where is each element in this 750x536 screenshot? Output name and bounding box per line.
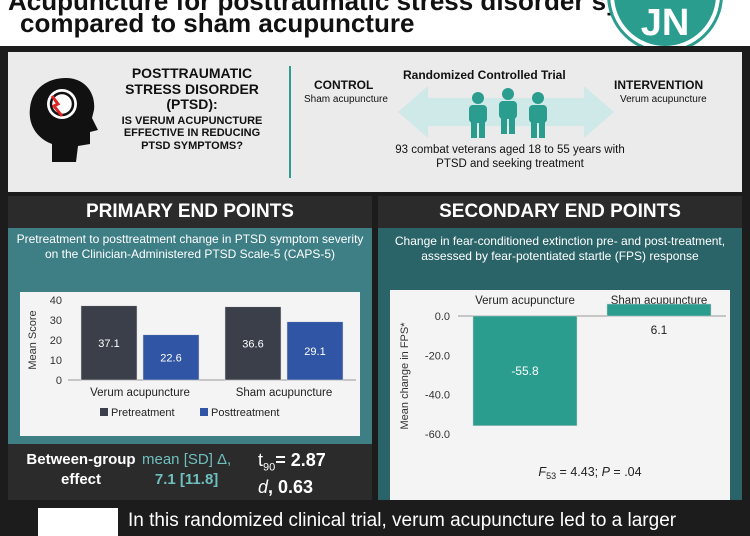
y-tick-label: 0 <box>56 375 62 387</box>
legend-label: Pretreatment <box>111 407 175 419</box>
x-tick-label: Sham acupuncture <box>236 387 333 399</box>
control-title: CONTROL <box>314 78 374 92</box>
x-tick-label: Verum acupuncture <box>90 387 190 399</box>
t-label: t <box>258 450 264 470</box>
statistic-part: F <box>538 465 547 479</box>
head-brain-icon <box>29 78 99 162</box>
intervention-subtitle: Verum acupuncture <box>620 94 707 105</box>
statistic-part: = .04 <box>610 465 642 479</box>
data-label: 37.1 <box>98 338 119 350</box>
secondary-description: Change in fear-conditioned extinction pr… <box>394 234 726 263</box>
bar <box>80 305 138 381</box>
y-tick-label: 20 <box>50 335 62 347</box>
statistic-label: F53 = 4.43; P = .04 <box>538 465 641 481</box>
logo-text: JN <box>640 2 690 44</box>
secondary-chart-area: 0.0 -20.0 -40.0 -60.0 Mean change in FPS* Ver… <box>390 290 730 500</box>
y-tick-label: 40 <box>50 295 62 307</box>
y-tick-label: -40.0 <box>425 390 450 402</box>
y-tick-label: 0.0 <box>435 311 450 323</box>
t-value: = 2.87 <box>275 450 326 470</box>
legend-swatch <box>100 408 108 416</box>
primary-description: Pretreatment to posttreatment change in … <box>16 232 364 261</box>
bar <box>142 334 200 381</box>
intervention-title: INTERVENTION <box>614 78 704 92</box>
bar <box>286 321 344 381</box>
x-tick-label: Verum acupuncture <box>475 295 575 307</box>
bar <box>224 306 282 381</box>
secondary-bar-chart: 0.0 -20.0 -40.0 -60.0 Mean change in FPS* Ver… <box>399 295 726 481</box>
primary-endpoints-panel: PRIMARY END POINTS Pretreatment to postt… <box>8 196 372 536</box>
question-part-1: POSTTRAUMATIC STRESS DISORDER (PTSD): <box>125 65 259 113</box>
rct-title: Randomized Controlled Trial <box>403 68 566 82</box>
statistic-part: P <box>602 465 611 479</box>
statistic-part: 53 <box>546 471 556 481</box>
research-question: POSTTRAUMATIC STRESS DISORDER (PTSD): IS… <box>108 65 276 152</box>
data-label: -55.8 <box>511 364 539 378</box>
journal-logo: JN <box>607 0 723 46</box>
effect-mean: mean [SD] Δ, 7.1 [11.8] <box>142 450 231 489</box>
secondary-endpoints-panel: SECONDARY END POINTS Change in fear-cond… <box>378 196 742 536</box>
study-design-panel: POSTTRAUMATIC STRESS DISORDER (PTSD): IS… <box>8 52 742 192</box>
y-axis-label: Mean change in FPS* <box>399 322 411 430</box>
participants-icon <box>469 88 547 138</box>
effect-mean-label: mean [SD] Δ, <box>142 451 232 468</box>
effect-mean-value: 7.1 [11.8] <box>154 470 219 488</box>
bar <box>472 315 578 426</box>
question-part-2: IS VERUM ACUPUNCTURE EFFECTIVE IN REDUCI… <box>121 115 263 152</box>
bar <box>606 303 712 317</box>
title-line-1: Acupuncture for posttraumatic stress dis… <box>8 0 722 16</box>
data-label: 36.6 <box>242 338 263 350</box>
primary-chart-area: 0 10 20 30 40 Mean Score 37.1 22.6 Verum acupunc… <box>20 292 360 436</box>
control-subtitle: Sham acupuncture <box>304 94 388 105</box>
y-tick-label: -20.0 <box>425 350 450 362</box>
y-axis-label: Mean Score <box>27 310 39 369</box>
y-tick-label: -60.0 <box>425 429 450 441</box>
primary-heading: PRIMARY END POINTS <box>8 196 372 228</box>
primary-bar-chart: 0 10 20 30 40 Mean Score 37.1 22.6 Verum acupunc… <box>27 295 356 419</box>
secondary-heading: SECONDARY END POINTS <box>378 196 742 228</box>
data-label: 29.1 <box>304 346 325 358</box>
d-value: , 0.63 <box>268 477 314 498</box>
effect-label: Between-group effect <box>26 451 136 489</box>
d-label: d <box>258 477 269 498</box>
data-label: 6.1 <box>651 323 668 337</box>
y-tick-label: 10 <box>50 355 62 367</box>
legend-label: Posttreatment <box>211 407 279 419</box>
legend-swatch <box>200 408 208 416</box>
key-finding-text: In this randomized clinical trial, verum… <box>128 510 677 531</box>
y-tick-label: 30 <box>50 315 62 327</box>
between-group-effect: Between-group effect mean [SD] Δ, 7.1 [1… <box>8 444 372 502</box>
data-label: 22.6 <box>160 352 181 364</box>
title-bar: Acupuncture for posttraumatic stress dis… <box>0 0 750 46</box>
effect-statistics: t90= 2.87 d, 0.63 <box>258 448 326 500</box>
t-subscript: 90 <box>263 461 276 474</box>
title-line-2: compared to sham acupuncture <box>20 8 415 38</box>
key-finding-bar: In this randomized clinical trial, verum… <box>0 500 750 536</box>
population-description: 93 combat veterans aged 18 to 55 years w… <box>395 144 625 170</box>
divider <box>289 66 291 178</box>
statistic-part: = 4.43; <box>556 465 602 479</box>
needle-icon <box>38 508 118 536</box>
